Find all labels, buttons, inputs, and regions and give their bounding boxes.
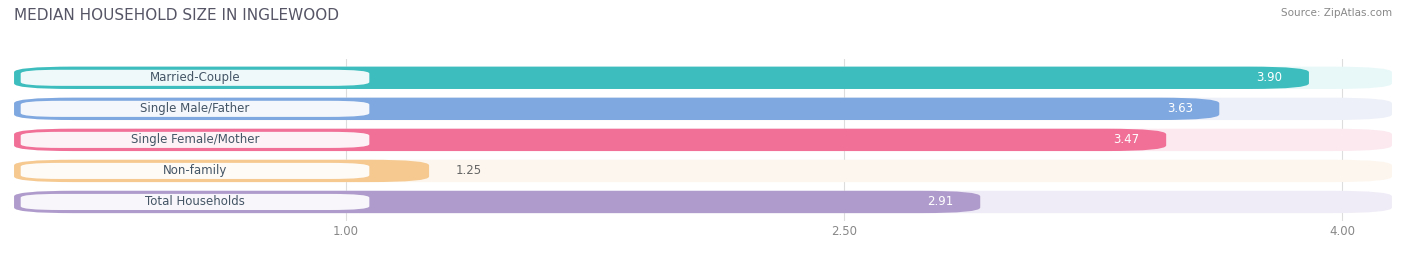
FancyBboxPatch shape: [14, 98, 1219, 120]
FancyBboxPatch shape: [14, 191, 980, 213]
FancyBboxPatch shape: [14, 191, 1392, 213]
Text: MEDIAN HOUSEHOLD SIZE IN INGLEWOOD: MEDIAN HOUSEHOLD SIZE IN INGLEWOOD: [14, 8, 339, 23]
Text: 3.90: 3.90: [1257, 71, 1282, 84]
FancyBboxPatch shape: [21, 194, 370, 210]
FancyBboxPatch shape: [14, 98, 1392, 120]
Text: Single Male/Father: Single Male/Father: [141, 102, 250, 115]
Text: 3.47: 3.47: [1114, 133, 1140, 146]
Text: Married-Couple: Married-Couple: [149, 71, 240, 84]
FancyBboxPatch shape: [21, 101, 370, 117]
Text: 1.25: 1.25: [456, 164, 482, 178]
Text: 2.91: 2.91: [928, 196, 953, 208]
Text: Total Households: Total Households: [145, 196, 245, 208]
FancyBboxPatch shape: [14, 129, 1166, 151]
FancyBboxPatch shape: [14, 67, 1309, 89]
FancyBboxPatch shape: [14, 67, 1392, 89]
FancyBboxPatch shape: [21, 70, 370, 86]
FancyBboxPatch shape: [14, 160, 429, 182]
Text: Single Female/Mother: Single Female/Mother: [131, 133, 259, 146]
FancyBboxPatch shape: [14, 160, 1392, 182]
FancyBboxPatch shape: [21, 132, 370, 148]
FancyBboxPatch shape: [14, 129, 1392, 151]
FancyBboxPatch shape: [21, 163, 370, 179]
Text: Non-family: Non-family: [163, 164, 228, 178]
Text: Source: ZipAtlas.com: Source: ZipAtlas.com: [1281, 8, 1392, 18]
Text: 3.63: 3.63: [1167, 102, 1192, 115]
